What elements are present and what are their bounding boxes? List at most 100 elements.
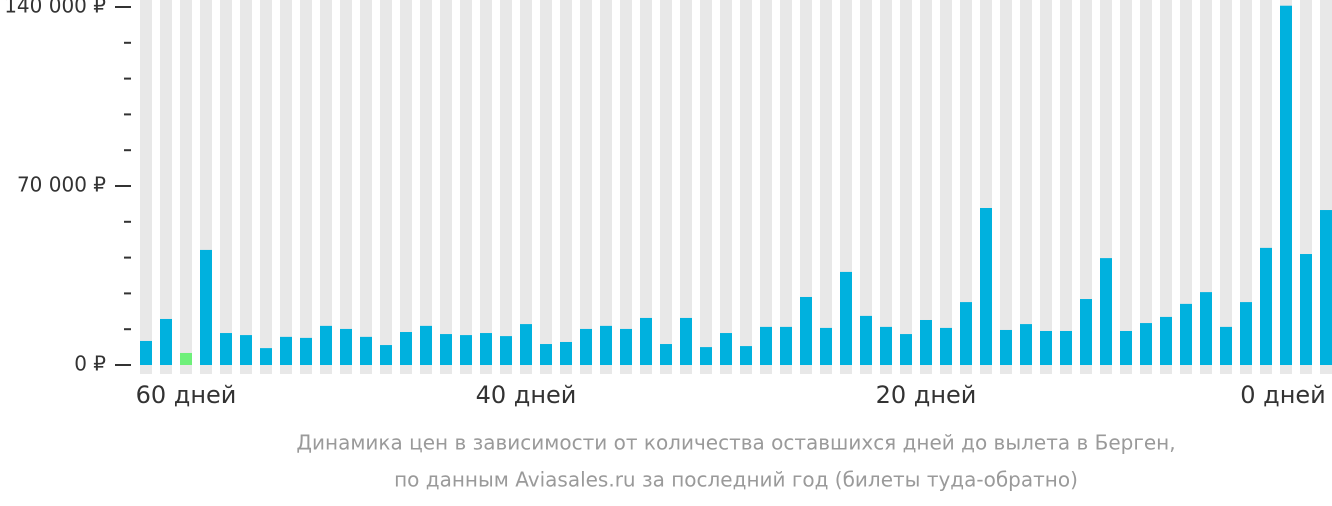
bar [820,327,832,365]
bar [1020,324,1032,365]
bar-background [880,0,892,374]
bar [600,325,612,365]
bar [920,319,932,365]
bar-background [160,0,172,374]
bar-background [1020,0,1032,374]
bar [480,333,492,365]
bar-background [1200,0,1212,374]
x-tick-label: 40 дней [476,381,577,409]
bar-background [940,0,952,374]
bar [960,302,972,365]
bar-background [380,0,392,374]
bar-background [960,0,972,374]
bar [580,328,592,365]
bar [880,326,892,365]
bar [200,249,212,365]
bar [1220,326,1232,365]
bar [380,345,392,365]
bar [1140,323,1152,365]
bar [460,335,472,365]
bar [1100,258,1112,365]
bar [680,317,692,365]
y-tick-label: 140 000 ₽ [4,0,106,18]
bar [700,347,712,365]
bar [360,336,372,365]
bar [1300,254,1312,365]
bar [280,336,292,365]
bar-background [700,0,712,374]
bar [1200,292,1212,365]
bar-background [360,0,372,374]
bar [140,340,152,365]
bar-background [400,0,412,374]
bar-background [660,0,672,374]
bar-background [180,0,192,374]
bar [340,328,352,365]
bar [560,341,572,365]
bar [400,332,412,365]
bar-background [1040,0,1052,374]
bar-background [260,0,272,374]
bar [840,271,852,365]
x-tick-label: 60 дней [136,381,237,409]
bar [1260,247,1272,365]
x-tick-label: 0 дней [1240,381,1326,409]
bar-background [560,0,572,374]
bar [1180,303,1192,365]
y-tick-label: 70 000 ₽ [17,173,106,197]
bar-background [320,0,332,374]
bar-background [220,0,232,374]
bar [1000,329,1012,365]
bar [720,333,732,365]
bar [1060,330,1072,365]
bar-background [760,0,772,374]
bar [260,348,272,365]
bar-background [1120,0,1132,374]
y-tick-label: 0 ₽ [74,352,106,376]
bar [800,296,812,365]
bar-background [1180,0,1192,374]
bar [520,324,532,365]
bar-background [580,0,592,374]
bar-background [340,0,352,374]
bar-background [1160,0,1172,374]
bar-background [820,0,832,374]
bar [1160,316,1172,365]
bar-background [1000,0,1012,374]
bar [320,325,332,365]
bar [760,326,772,365]
bar-background [440,0,452,374]
bar [940,327,952,365]
bar [640,317,652,365]
bar-background [140,0,152,374]
bar-background [780,0,792,374]
bar [420,325,432,365]
bar [220,333,232,365]
bar [1040,330,1052,365]
bar [860,315,872,365]
bar [500,336,512,365]
bar [740,346,752,365]
bar-background [1220,0,1232,374]
bar [440,334,452,365]
bar [1320,210,1332,365]
bar [180,352,192,365]
bar [1240,302,1252,365]
bar-background [500,0,512,374]
bar-background [1080,0,1092,374]
bar-background [520,0,532,374]
bar [980,207,992,365]
bar-background [280,0,292,374]
bar-background [1140,0,1152,374]
caption: Динамика цен в зависимости от количества… [296,431,1175,455]
bar [1080,299,1092,365]
bar-background [920,0,932,374]
bar [160,318,172,365]
bar-background [800,0,812,374]
bar-background [620,0,632,374]
bar-background [900,0,912,374]
bar [660,344,672,365]
bar-background [420,0,432,374]
bar-background [460,0,472,374]
